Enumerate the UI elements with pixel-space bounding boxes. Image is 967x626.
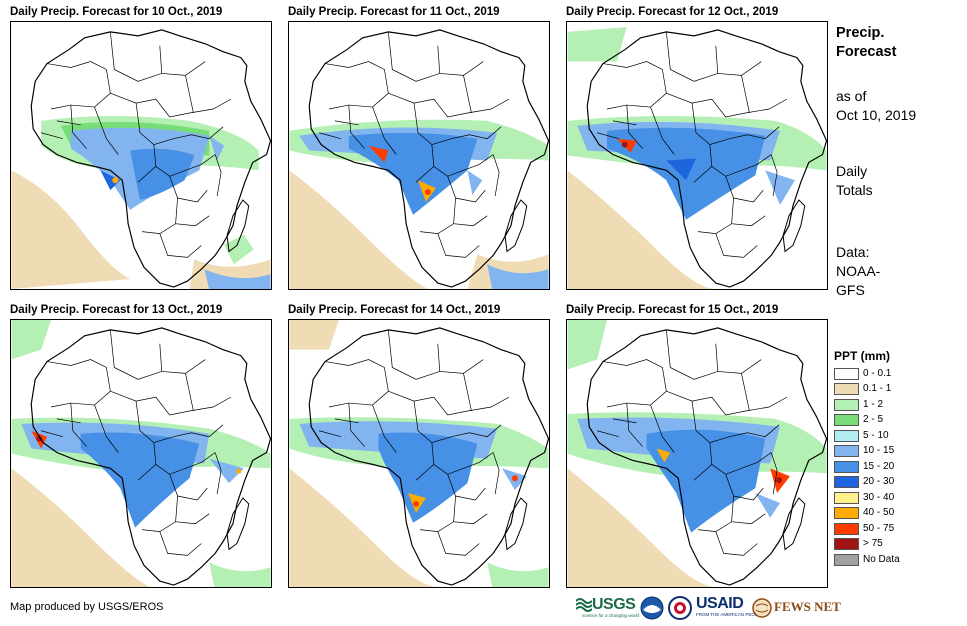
legend-label: 2 - 5 <box>863 414 884 426</box>
legend-swatch <box>834 522 859 535</box>
map-credit: Map produced by USGS/EROS <box>10 601 164 613</box>
legend-item: 1 - 2 <box>834 397 954 413</box>
legend-item: No Data <box>834 552 954 568</box>
legend-label: > 75 <box>863 538 883 550</box>
precip-map <box>10 319 272 588</box>
legend-label: 5 - 10 <box>863 429 889 441</box>
legend-item: 10 - 15 <box>834 444 954 460</box>
totals-note: Daily Totals <box>836 163 873 198</box>
legend-swatch <box>834 491 859 504</box>
panel-title: Daily Precip. Forecast for 10 Oct., 2019 <box>10 6 223 18</box>
legend-swatch <box>834 429 859 442</box>
legend-item: > 75 <box>834 537 954 553</box>
legend-item: 5 - 10 <box>834 428 954 444</box>
logo-strip: USGS science for a changing world USAID … <box>576 594 841 622</box>
forecast-date: as of Oct 10, 2019 <box>836 88 917 123</box>
legend-item: 20 - 30 <box>834 475 954 491</box>
legend-item: 0 - 0.1 <box>834 366 954 382</box>
legend-label: 20 - 30 <box>863 476 895 488</box>
legend-swatch <box>834 538 859 551</box>
precip-map <box>10 21 272 290</box>
precip-map <box>566 21 828 290</box>
legend-swatch <box>834 553 859 566</box>
panel-title: Daily Precip. Forecast for 15 Oct., 2019 <box>566 304 779 316</box>
panel-title: Daily Precip. Forecast for 14 Oct., 2019 <box>288 304 501 316</box>
legend-item: 0.1 - 1 <box>834 382 954 398</box>
precip-map <box>288 21 550 290</box>
precip-map <box>288 319 550 588</box>
legend-swatch <box>834 445 859 458</box>
agency-seal-icon <box>668 596 692 620</box>
usaid-logo: USAID FROM THE AMERICAN PEOPLE <box>696 595 764 617</box>
legend-label: 10 - 15 <box>863 445 895 457</box>
legend-label: 40 - 50 <box>863 507 895 519</box>
legend-label: 0 - 0.1 <box>863 367 892 379</box>
legend-swatch <box>834 414 859 427</box>
usgs-logo: USGS science for a changing world <box>576 596 639 620</box>
legend-item: 15 - 20 <box>834 459 954 475</box>
legend-label: 1 - 2 <box>863 398 884 410</box>
legend-swatch <box>834 367 859 380</box>
legend-swatch <box>834 507 859 520</box>
panel-title: Daily Precip. Forecast for 13 Oct., 2019 <box>10 304 223 316</box>
usgs-wave-icon <box>576 598 592 612</box>
precip-map <box>566 319 828 588</box>
legend-label: 0.1 - 1 <box>863 383 892 395</box>
legend-swatch <box>834 398 859 411</box>
legend-item: 2 - 5 <box>834 413 954 429</box>
legend-swatch <box>834 383 859 396</box>
legend-item: 40 - 50 <box>834 506 954 522</box>
legend-title: PPT (mm) <box>834 349 891 363</box>
panel-title: Daily Precip. Forecast for 11 Oct., 2019 <box>288 6 500 18</box>
panel-title: Daily Precip. Forecast for 12 Oct., 2019 <box>566 6 779 18</box>
ppt-legend: PPT (mm) 0 - 0.1 0.1 - 1 1 - 2 2 - 5 5 - 10 1… <box>834 348 954 568</box>
legend-swatch <box>834 460 859 473</box>
legend-label: 15 - 20 <box>863 460 895 472</box>
legend-item: 30 - 40 <box>834 490 954 506</box>
legend-label: 30 - 40 <box>863 491 895 503</box>
data-source: Data: NOAA- GFS <box>836 244 881 298</box>
fews-net-logo: FEWS NET <box>752 596 841 620</box>
legend-label: 50 - 75 <box>863 522 895 534</box>
legend-swatch <box>834 476 859 489</box>
fews-globe-icon <box>752 598 772 618</box>
legend-heading: Precip. Forecast <box>836 25 897 60</box>
noaa-logo-icon <box>640 596 664 620</box>
legend-item: 50 - 75 <box>834 521 954 537</box>
legend-label: No Data <box>863 553 900 565</box>
